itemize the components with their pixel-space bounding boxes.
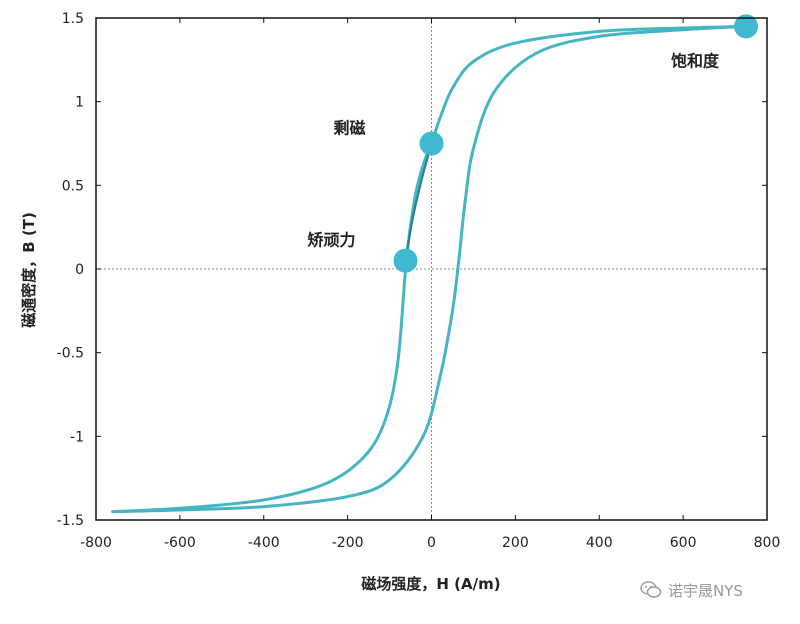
hysteresis-upper-branch xyxy=(111,24,748,514)
coercivity-marker xyxy=(393,248,418,273)
y-tick-label: 0 xyxy=(75,262,84,278)
wechat-icon xyxy=(640,581,662,598)
watermark: 诺宇晟NYS xyxy=(640,576,743,604)
y-tick-label: 1.5 xyxy=(62,11,84,27)
y-tick-label: -0.5 xyxy=(57,346,84,362)
y-tick-label: -1.5 xyxy=(57,513,84,529)
initial-magnetization-curve xyxy=(404,142,433,262)
annotation-saturation: 饱和度 xyxy=(671,51,720,70)
y-tick-label: 1 xyxy=(75,95,84,111)
x-tick-label: 0 xyxy=(427,535,436,551)
x-tick-label: 600 xyxy=(670,535,697,551)
hysteresis-lower-branch xyxy=(111,24,748,514)
x-tick-label: 200 xyxy=(502,535,529,551)
annotation-coercivity: 矫顽力 xyxy=(307,231,355,250)
y-tick-label: 0.5 xyxy=(62,178,84,194)
reference-lines xyxy=(96,18,767,520)
axis-ticks: -800 -600 -400 -200 0 200 400 600 800 -1.5 -1 -0.5 0… xyxy=(57,11,781,551)
x-tick-label: -800 xyxy=(80,535,112,551)
chart-markers xyxy=(393,14,759,273)
saturation-marker xyxy=(734,14,759,39)
x-axis-label: 磁场强度，H (A/m) xyxy=(361,575,500,593)
x-tick-label: 400 xyxy=(586,535,613,551)
x-tick-label: -600 xyxy=(164,535,196,551)
watermark-text: 诺宇晟NYS xyxy=(668,581,743,600)
y-tick-label: -1 xyxy=(70,429,84,445)
x-tick-label: -400 xyxy=(248,535,280,551)
remanence-marker xyxy=(419,131,444,156)
y-axis-label: 磁通密度，B (T) xyxy=(20,212,38,328)
x-tick-label: 800 xyxy=(754,535,781,551)
annotation-remanence: 剩磁 xyxy=(334,119,366,138)
x-tick-label: -200 xyxy=(332,535,364,551)
